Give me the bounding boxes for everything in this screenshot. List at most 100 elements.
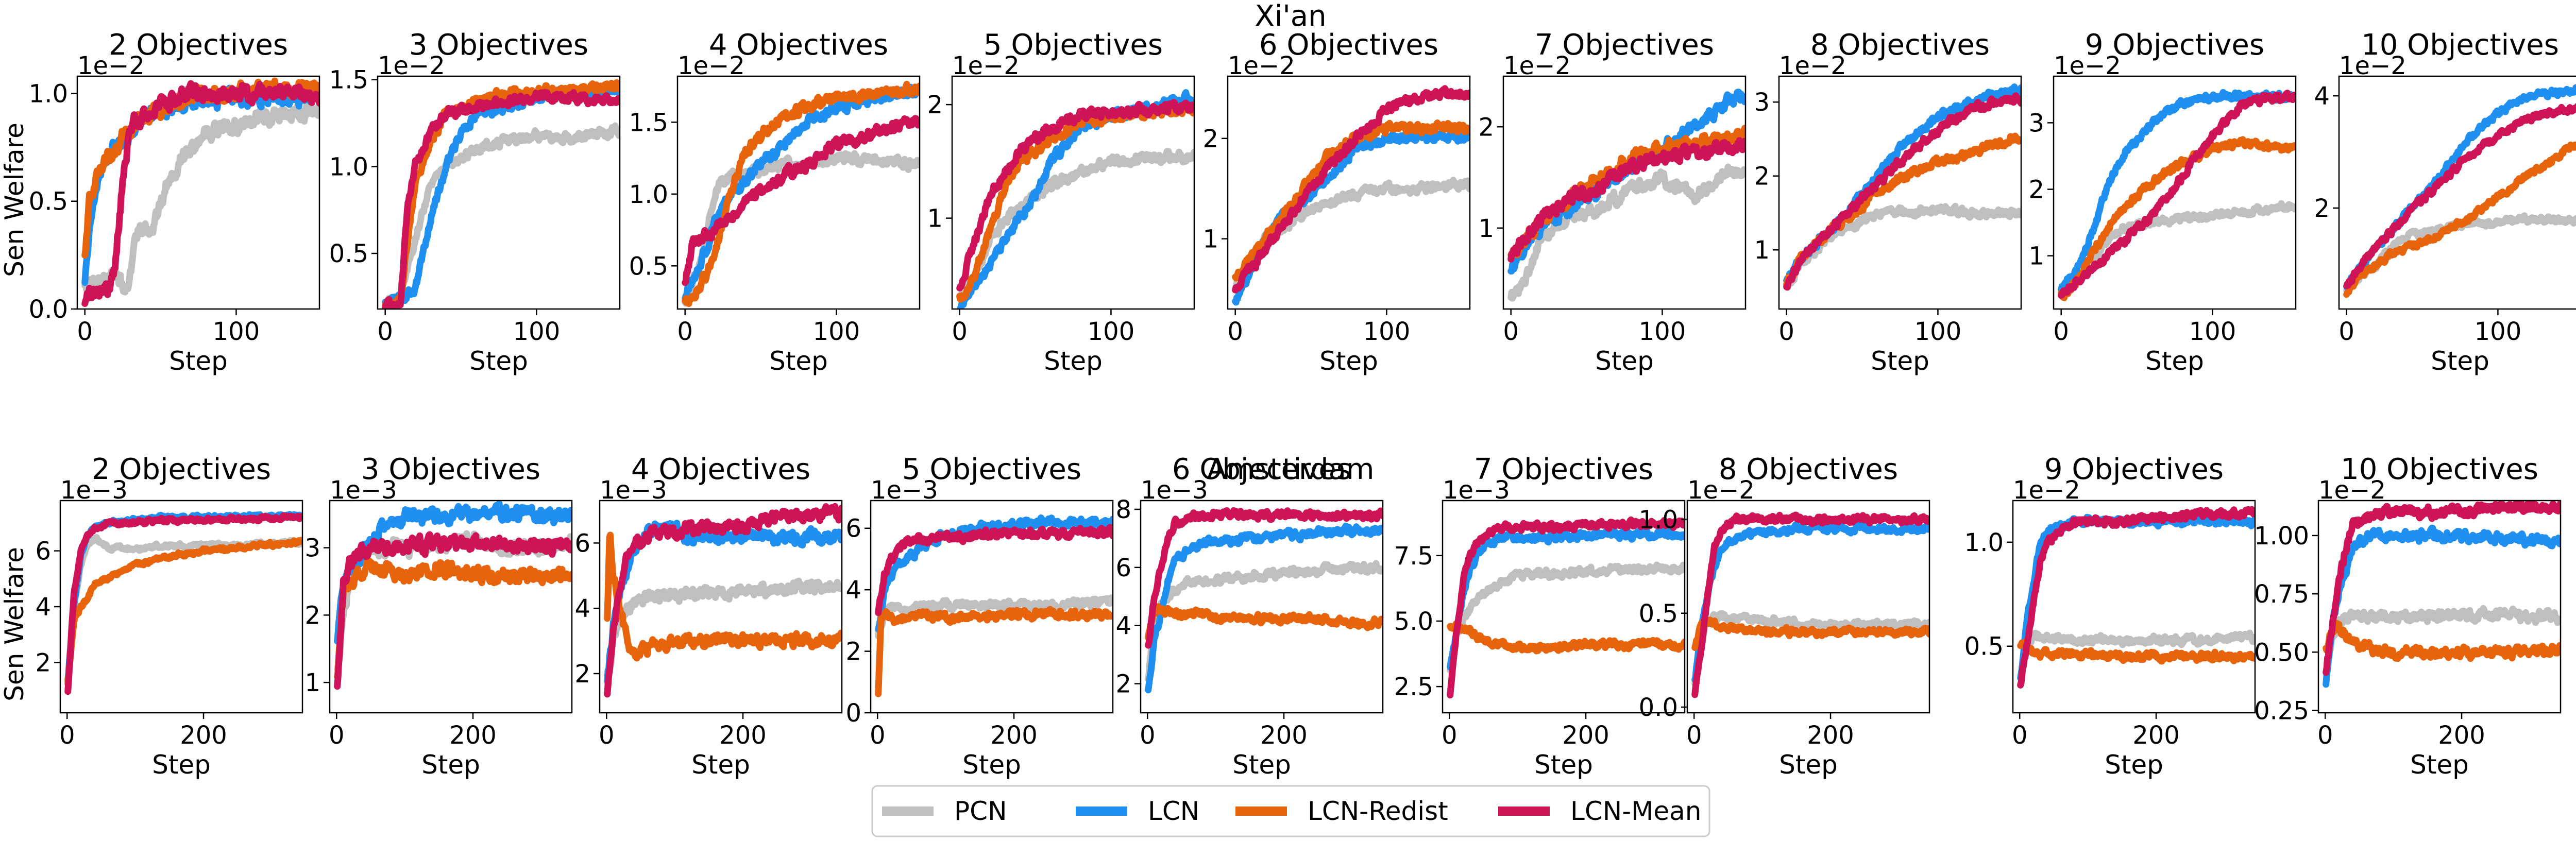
axes-frame [1227,75,1471,310]
x-tick-label: 0 [599,721,615,750]
series-line-lcn-mean [1691,511,1929,698]
x-tick-label: 100 [813,317,860,346]
panel-title: 6 Objectives [1172,453,1351,486]
axes-frame [2012,500,2256,714]
y-tick-label: 6 [35,537,51,566]
series-line-pcn [2323,605,2561,675]
panel-title: 9 Objectives [2085,28,2264,62]
x-tick-label: 0 [2317,721,2333,750]
series-line-lcn-mean [2017,506,2255,689]
row-title-amsterdam: Amsterdam [1207,453,1375,486]
series-line-pcn [1507,163,1745,302]
x-tick-label: 0 [677,317,693,346]
y-tick-label: 2.5 [1394,673,1433,701]
offset-text: 1e−2 [2013,476,2080,505]
y-tick-label: 1 [1754,236,1770,265]
legend-label-lcn: LCN [1148,796,1199,826]
series-line-lcn-redist [1145,603,1383,641]
series-line-lcn-mean [1507,137,1745,263]
axes-frame [377,75,621,310]
y-tick-label: 1.0 [1639,505,1678,534]
series-line-lcn-mean [1145,507,1383,649]
y-tick-label: 0.25 [2254,696,2309,725]
x-tick-label: 200 [449,721,497,750]
x-axis-label: Step [1595,346,1654,376]
series-line-lcn [1232,128,1470,306]
x-axis-label: Step [1871,346,1929,376]
axes-frame [1442,500,1686,714]
series-line-lcn [1145,522,1383,694]
series-line-pcn [334,530,572,673]
x-tick-label: 0 [59,721,75,750]
panel-title: 10 Objectives [2361,28,2559,62]
series-line-lcn-mean [956,99,1194,291]
x-tick-label: 0 [1503,317,1519,346]
series-line-lcn-redist [2058,136,2296,301]
series-line-lcn [1447,527,1685,671]
series-line-lcn-mean [604,503,842,698]
offset-text: 1e−2 [2339,52,2406,80]
panel-title: 7 Objectives [1474,453,1653,486]
x-tick-label: 200 [1562,721,1609,750]
y-tick-label: 7.5 [1394,542,1433,571]
series-line-pcn [1447,561,1685,674]
y-tick-label: 2 [304,601,320,630]
y-tick-label: 3 [1754,88,1770,117]
x-tick-label: 0 [329,721,345,750]
panel-title: 3 Objectives [409,28,588,62]
axes-frame [1778,75,2022,310]
x-tick-label: 100 [1363,317,1411,346]
y-tick-label: 1 [1478,214,1494,243]
series-line-pcn [1691,610,1929,688]
offset-text: 1e−3 [330,476,397,505]
y-tick-label: 0.50 [2254,638,2309,667]
offset-text: 1e−2 [1228,52,1295,80]
y-tick-label: 2 [35,648,51,677]
series-line-lcn-redist [2017,638,2255,665]
series-line-lcn-mean [2343,103,2576,289]
legend-label-lcn-mean: LCN-Mean [1570,796,1701,826]
y-tick-label: 0 [845,699,861,728]
x-axis-label: Step [1232,750,1291,780]
offset-text: 1e−2 [2054,52,2121,80]
series-line-lcn [1691,521,1929,683]
series-line-lcn-redist [2323,620,2561,662]
offset-text: 1e−3 [871,476,938,505]
legend-frame [871,785,1710,837]
series-line-lcn-redist [1691,615,1929,651]
series-line-pcn [1783,202,2021,290]
x-axis-label: Step [962,750,1021,780]
axes-frame [76,75,320,310]
offset-text: 1e−2 [952,52,1020,80]
x-axis-label: Step [769,346,828,376]
y-tick-label: 6 [845,514,861,543]
x-axis-label: Step [1534,750,1593,780]
offset-text: 1e−2 [1779,52,1846,80]
y-tick-label: 2 [1202,125,1218,153]
y-tick-label: 1 [1202,225,1218,254]
x-tick-label: 0 [1140,721,1156,750]
panel-title: 5 Objectives [902,453,1081,486]
offset-text: 1e−3 [1141,476,1208,505]
x-axis-label: Step [2145,346,2204,376]
axes-frame [2338,75,2576,310]
series-line-lcn-mean [382,89,620,309]
panel-title: 10 Objectives [2341,453,2538,486]
x-axis-label: Step [2105,750,2163,780]
x-tick-label: 0 [77,317,93,346]
offset-text: 1e−2 [77,52,145,80]
series-line-lcn [334,501,572,645]
offset-text: 1e−3 [600,476,667,505]
y-tick-label: 0.5 [329,239,368,268]
series-line-lcn-redist [1447,620,1685,655]
x-tick-label: 100 [1639,317,1686,346]
x-tick-label: 200 [180,721,227,750]
ylabel-row-1: Sen Welfare [0,123,29,277]
